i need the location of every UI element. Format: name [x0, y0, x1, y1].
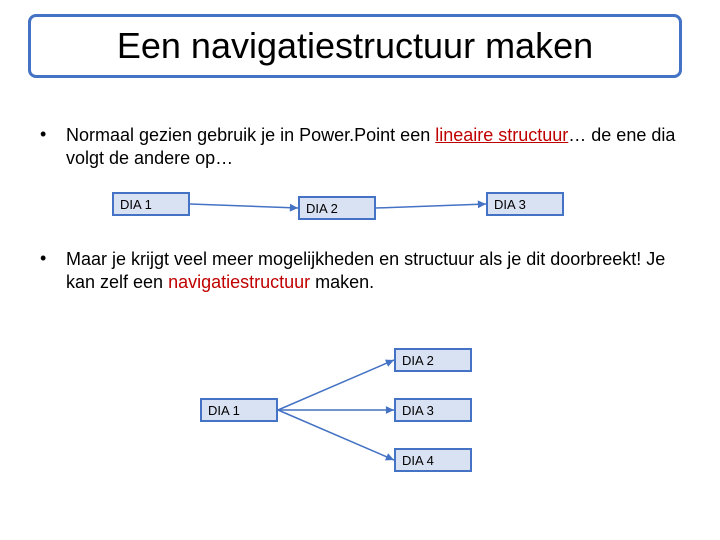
dia-box: DIA 2	[394, 348, 472, 372]
dia-box: DIA 3	[394, 398, 472, 422]
dia-box: DIA 1	[200, 398, 278, 422]
arrow	[0, 0, 720, 540]
dia-box: DIA 4	[394, 448, 472, 472]
